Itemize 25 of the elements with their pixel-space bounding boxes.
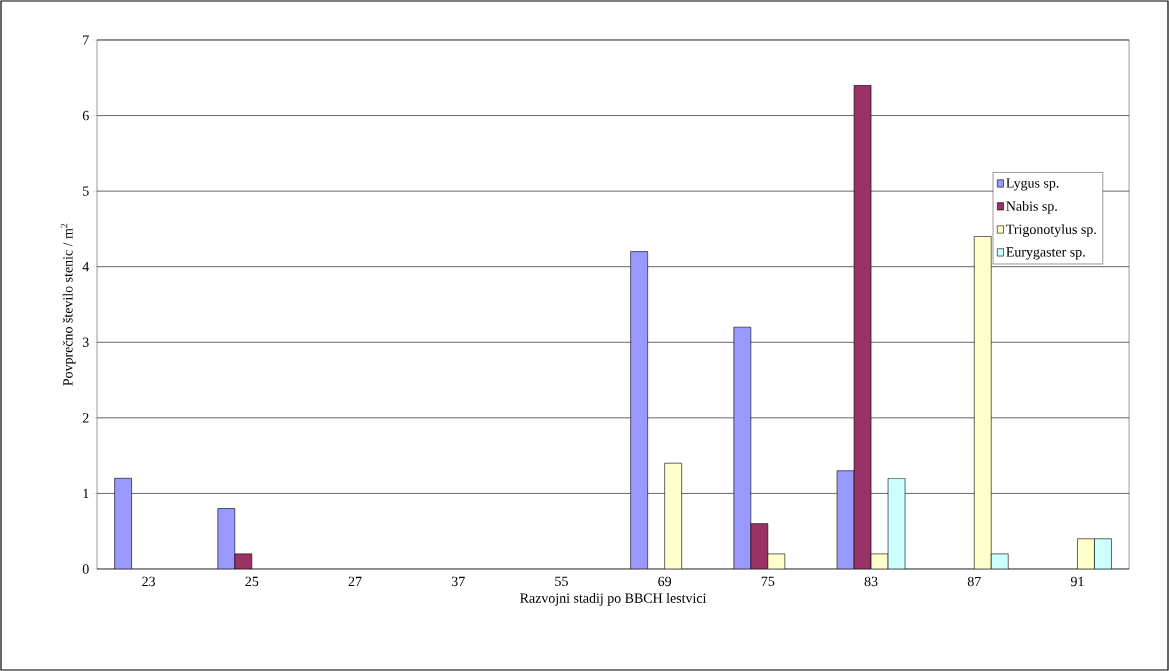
x-tick-label: 55	[555, 576, 568, 587]
legend-label: Eurygaster sp.	[1006, 247, 1085, 260]
y-axis-title: Povprečno število stenic / m$^{2}$	[60, 223, 76, 386]
y-tick-label: 6	[82, 110, 89, 121]
y-tick-label: 1	[83, 488, 89, 499]
x-tick-label: 25	[245, 576, 259, 587]
y-tick-label: 4	[82, 262, 90, 272]
y-tick-label: 7	[83, 35, 89, 45]
y-tick-label: 5	[83, 186, 89, 196]
bar	[1094, 538, 1112, 569]
x-tick-label: 69	[658, 576, 672, 587]
x-tick-label: 75	[761, 576, 775, 587]
x-axis-title: Razvojni stadij po BBCH lestvici	[520, 593, 707, 606]
legend-label: Nabis sp.	[1006, 201, 1057, 214]
x-tick-label: 83	[864, 576, 878, 587]
x-tick-label: 23	[142, 576, 156, 587]
x-tick-label: 87	[967, 576, 981, 587]
x-tick-label: 27	[348, 576, 362, 586]
x-tick-label: 37	[451, 576, 465, 587]
legend-label: Lygus sp.	[1006, 178, 1059, 191]
y-tick-label: 0	[82, 564, 89, 574]
x-tick-label: 91	[1070, 576, 1084, 587]
legend-label: Trigonotylus sp.	[1006, 224, 1096, 237]
y-tick-label: 2	[82, 413, 89, 423]
y-tick-label: 3	[82, 337, 89, 347]
